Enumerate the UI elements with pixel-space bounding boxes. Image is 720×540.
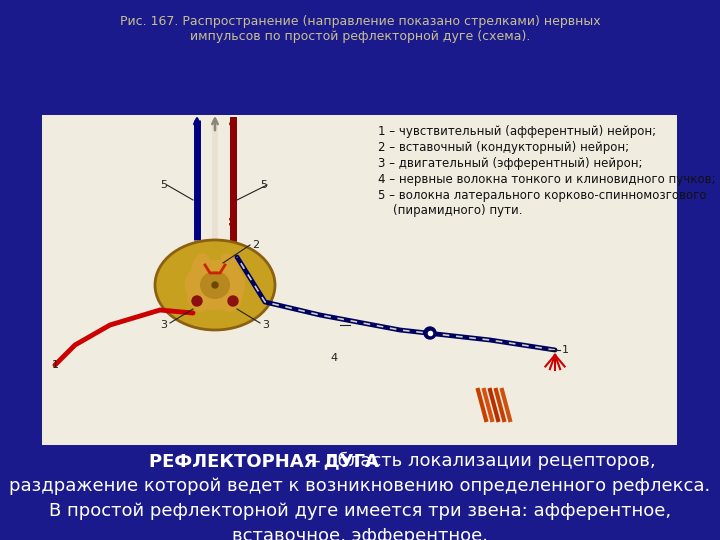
Text: РЕФЛЕКТОРНАЯ ДУГА: РЕФЛЕКТОРНАЯ ДУГА — [149, 452, 379, 470]
Text: 3: 3 — [160, 320, 167, 330]
Text: – область локализации рецепторов,: – область локализации рецепторов, — [305, 452, 655, 470]
Text: В простой рефлекторной дуге имеется три звена: афферентное,: В простой рефлекторной дуге имеется три … — [49, 502, 671, 520]
Text: 3: 3 — [262, 320, 269, 330]
Ellipse shape — [155, 240, 275, 330]
Circle shape — [192, 296, 202, 306]
Bar — [42, 115, 677, 445]
Circle shape — [212, 282, 218, 288]
Text: 3 – двигательный (эфферентный) нейрон;: 3 – двигательный (эфферентный) нейрон; — [378, 157, 642, 170]
Ellipse shape — [220, 286, 242, 312]
Text: 2 – вставочный (кондукторный) нейрон;: 2 – вставочный (кондукторный) нейрон; — [378, 141, 629, 154]
Text: Рис. 167. Распространение (направление показано стрелками) нервных
импульсов по : Рис. 167. Распространение (направление п… — [120, 15, 600, 43]
Ellipse shape — [185, 260, 245, 310]
Ellipse shape — [188, 286, 210, 312]
Text: раздражение которой ведет к возникновению определенного рефлекса.: раздражение которой ведет к возникновени… — [9, 477, 711, 495]
Circle shape — [424, 327, 436, 339]
Text: 4: 4 — [330, 353, 337, 363]
Text: 5: 5 — [160, 180, 167, 190]
Text: 2: 2 — [252, 240, 259, 250]
Ellipse shape — [220, 253, 238, 281]
Text: 4 – нервные волокна тонкого и клиновидного пучков;: 4 – нервные волокна тонкого и клиновидно… — [378, 173, 716, 186]
Text: 1 – чувствительный (афферентный) нейрон;: 1 – чувствительный (афферентный) нейрон; — [378, 125, 656, 138]
Text: 1: 1 — [52, 360, 59, 370]
Text: вставочное, эфферентное.: вставочное, эфферентное. — [232, 527, 488, 540]
Text: 5: 5 — [260, 180, 267, 190]
Text: 5 – волокна латерального корково-спинномозгового
    (пирамидного) пути.: 5 – волокна латерального корково-спинном… — [378, 189, 706, 217]
Circle shape — [228, 296, 238, 306]
Ellipse shape — [200, 271, 230, 299]
Ellipse shape — [192, 253, 210, 281]
Text: 1: 1 — [562, 345, 569, 355]
